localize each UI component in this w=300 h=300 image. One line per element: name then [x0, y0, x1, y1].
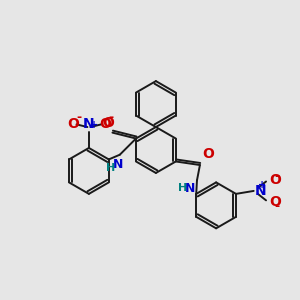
Text: N: N: [185, 182, 196, 195]
Text: -: -: [76, 111, 81, 124]
Text: N: N: [83, 117, 95, 131]
Text: -: -: [108, 111, 113, 124]
Text: O: O: [270, 195, 281, 209]
Text: -: -: [275, 200, 280, 213]
Text: O: O: [270, 173, 281, 187]
Text: H: H: [178, 183, 187, 193]
Text: H: H: [106, 163, 116, 173]
Text: O: O: [67, 117, 79, 131]
Text: +: +: [90, 120, 98, 130]
Text: N: N: [255, 184, 267, 198]
Text: O: O: [202, 148, 214, 161]
Text: -: -: [275, 170, 280, 183]
Text: N: N: [113, 158, 124, 171]
Text: O: O: [103, 116, 115, 130]
Text: +: +: [258, 180, 266, 190]
Text: O: O: [99, 117, 111, 131]
